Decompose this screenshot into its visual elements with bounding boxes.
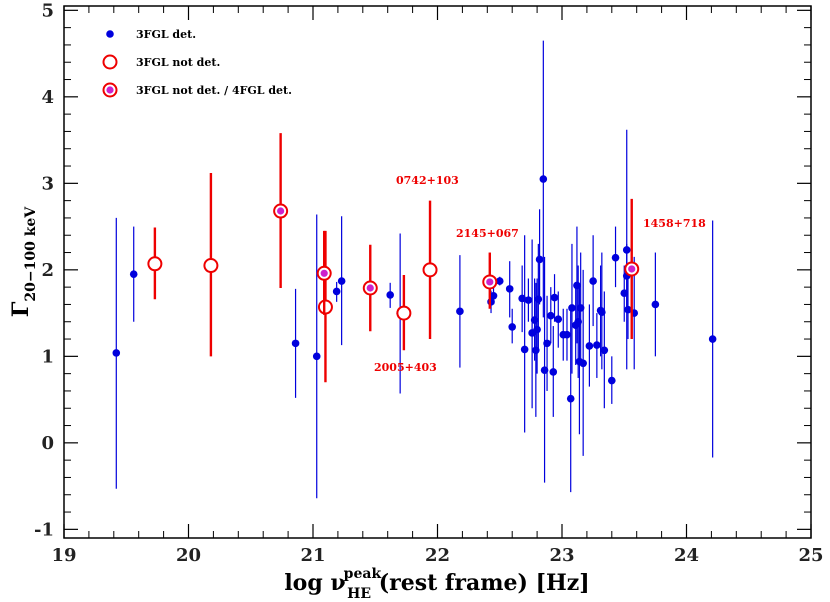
legend-marker-notdet4fgl-core — [106, 86, 114, 94]
x-tick-label: 20 — [176, 545, 201, 566]
det-point — [579, 359, 587, 368]
legend-label: 3FGL not det. — [136, 56, 220, 69]
det-point — [495, 277, 504, 285]
det-point — [585, 342, 594, 350]
y-tick-label: -1 — [34, 519, 54, 540]
y-tick-label: 3 — [41, 173, 54, 194]
det-point — [533, 325, 541, 334]
notdet4fgl-point-core — [486, 278, 494, 286]
det-point — [489, 291, 498, 300]
legend: 3FGL det. 3FGL not det. 3FGL not det. / 4F… — [102, 28, 292, 98]
det-point — [532, 346, 540, 355]
legend-marker-notdet — [102, 54, 118, 70]
det-point — [332, 287, 341, 296]
y-tick-label: 2 — [41, 260, 54, 281]
y-tick-label: 4 — [41, 87, 54, 108]
det-point — [291, 339, 300, 348]
annotation-label: 2145+067 — [456, 227, 519, 240]
x-tick-label: 23 — [549, 545, 574, 566]
det-point — [505, 285, 514, 293]
det-point — [520, 345, 529, 354]
x-tick-label: 25 — [798, 545, 823, 566]
det-point — [549, 368, 558, 376]
data-series — [112, 40, 717, 499]
det-point — [598, 308, 606, 317]
det-point — [112, 349, 121, 357]
legend-label: 3FGL det. — [136, 28, 196, 41]
det-point — [651, 300, 660, 309]
x-tick-label: 24 — [674, 545, 699, 566]
notdet-point — [203, 258, 219, 274]
det-point — [543, 339, 551, 348]
det-point — [593, 341, 601, 349]
notdet-point — [422, 262, 438, 278]
notdet4fgl-point-core — [628, 265, 636, 273]
det-point — [312, 352, 321, 361]
notdet4fgl-point-core — [277, 207, 285, 215]
det-point — [337, 277, 346, 285]
legend-label: 3FGL not det. / 4FGL det. — [136, 84, 292, 97]
y-tick-label: 5 — [41, 0, 54, 21]
det-point — [508, 323, 516, 331]
x-tick-label: 19 — [51, 545, 76, 566]
y-tick-label: 0 — [41, 433, 54, 454]
annotation-label: 2005+403 — [374, 361, 437, 374]
notdet4fgl-point-core — [320, 269, 328, 277]
legend-marker-det — [106, 30, 114, 38]
det-point — [530, 316, 539, 324]
det-point — [600, 346, 609, 355]
det-point — [589, 277, 597, 285]
det-point — [574, 317, 582, 326]
det-point — [534, 295, 543, 304]
det-point — [535, 255, 544, 264]
x-tick-label: 22 — [425, 545, 450, 566]
det-point — [611, 253, 620, 262]
det-point — [386, 291, 394, 299]
det-point — [573, 281, 581, 290]
det-point — [456, 307, 464, 316]
det-point — [554, 315, 563, 323]
det-point — [576, 304, 585, 312]
det-point — [568, 304, 576, 312]
det-point — [546, 311, 555, 320]
annotation-label: 1458+718 — [643, 217, 706, 230]
det-point — [524, 296, 533, 304]
notdet-point — [396, 305, 412, 321]
notdet-point — [317, 299, 333, 315]
det-point — [620, 289, 629, 297]
y-axis-label: Γ20−100 keV — [8, 206, 39, 318]
notdet4fgl-point-core — [366, 284, 374, 292]
x-tick-label: 21 — [300, 545, 325, 566]
notdet-point — [147, 256, 163, 272]
det-point — [624, 305, 632, 314]
det-point — [540, 366, 549, 374]
annotations: 0742+103 2145+067 1458+718 2005+403 — [374, 174, 706, 374]
det-point — [550, 293, 559, 302]
y-tick-label: 1 — [41, 346, 54, 367]
det-point — [518, 294, 526, 303]
det-point — [563, 330, 571, 339]
x-axis-label: log νpeak HE (rest frame) [Hz] — [284, 566, 589, 602]
det-point — [708, 335, 717, 343]
det-point — [566, 394, 575, 403]
det-point — [129, 270, 138, 278]
annotation-label: 0742+103 — [396, 174, 459, 187]
det-point — [622, 246, 631, 254]
det-point — [608, 376, 616, 385]
det-point — [539, 175, 548, 183]
